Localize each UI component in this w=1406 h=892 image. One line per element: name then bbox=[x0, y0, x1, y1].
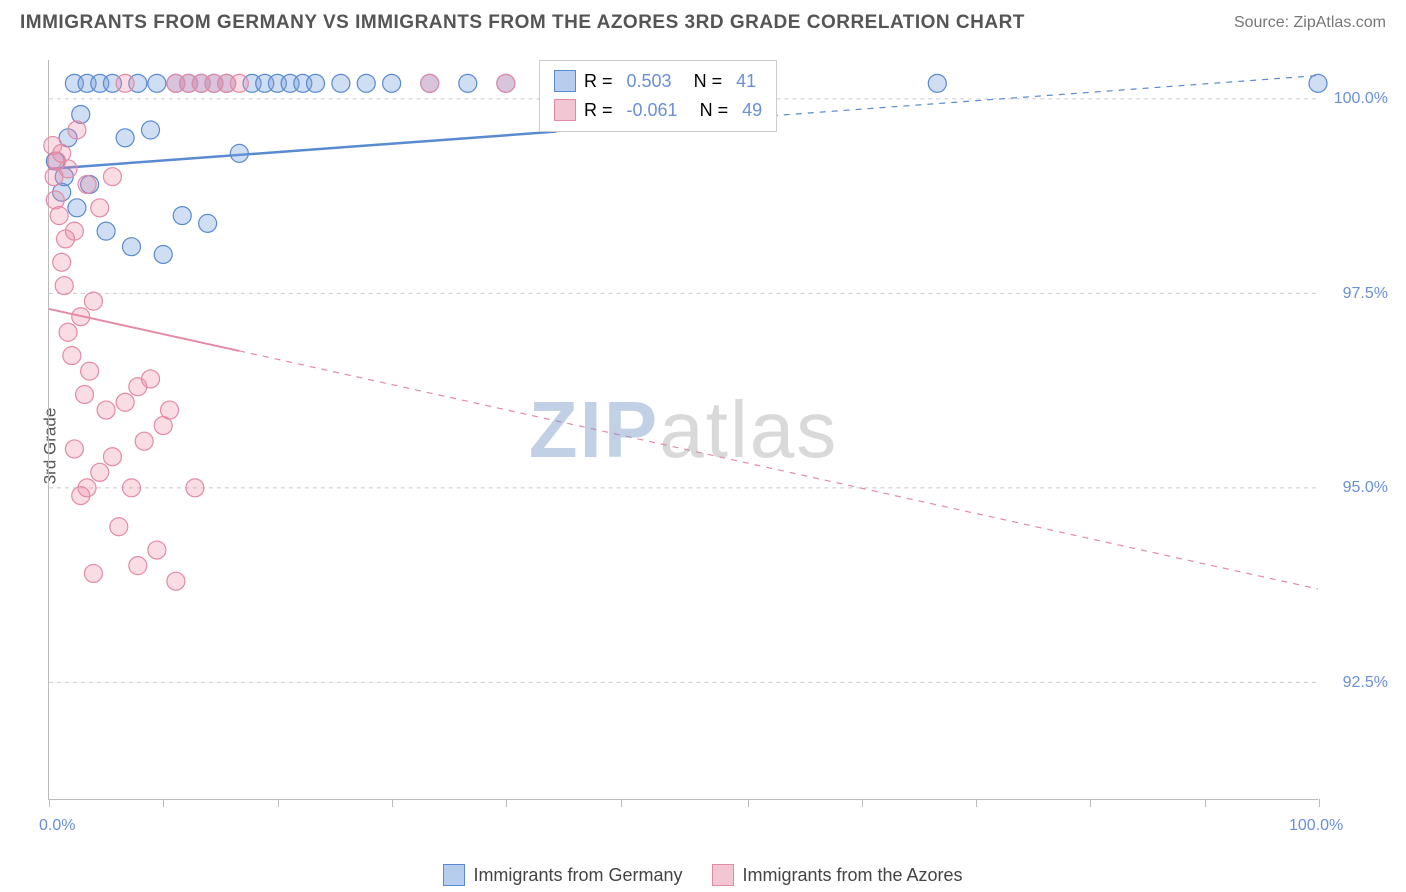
r-label: R = bbox=[584, 96, 613, 125]
x-tick bbox=[748, 799, 749, 807]
x-tick bbox=[49, 799, 50, 807]
scatter-svg bbox=[49, 60, 1318, 799]
swatch-germany-icon bbox=[443, 864, 465, 886]
x-tick bbox=[163, 799, 164, 807]
x-tick-label: 0.0% bbox=[39, 817, 75, 835]
x-tick bbox=[1205, 799, 1206, 807]
x-tick bbox=[506, 799, 507, 807]
r-value-germany: 0.503 bbox=[627, 67, 672, 96]
y-tick-label: 95.0% bbox=[1328, 479, 1388, 497]
y-tick-label: 92.5% bbox=[1328, 674, 1388, 692]
n-label: N = bbox=[700, 96, 729, 125]
x-tick bbox=[976, 799, 977, 807]
legend-item-azores: Immigrants from the Azores bbox=[712, 864, 962, 886]
swatch-azores bbox=[554, 99, 576, 121]
legend-label-germany: Immigrants from Germany bbox=[473, 865, 682, 886]
y-tick-label: 97.5% bbox=[1328, 285, 1388, 303]
header: IMMIGRANTS FROM GERMANY VS IMMIGRANTS FR… bbox=[0, 0, 1406, 42]
legend-label-azores: Immigrants from the Azores bbox=[742, 865, 962, 886]
legend-item-germany: Immigrants from Germany bbox=[443, 864, 682, 886]
x-tick bbox=[862, 799, 863, 807]
chart-plot-area: ZIPatlas R = 0.503 N = 41 R = -0.061 N =… bbox=[48, 60, 1318, 800]
x-tick bbox=[1090, 799, 1091, 807]
chart-title: IMMIGRANTS FROM GERMANY VS IMMIGRANTS FR… bbox=[20, 12, 1025, 34]
r-label: R = bbox=[584, 67, 613, 96]
n-value-azores: 49 bbox=[742, 96, 762, 125]
n-label: N = bbox=[694, 67, 723, 96]
bottom-legend: Immigrants from Germany Immigrants from … bbox=[0, 864, 1406, 886]
x-tick bbox=[621, 799, 622, 807]
legend-row-germany: R = 0.503 N = 41 bbox=[554, 67, 762, 96]
y-tick-label: 100.0% bbox=[1328, 90, 1388, 108]
n-value-germany: 41 bbox=[736, 67, 756, 96]
x-tick-label: 100.0% bbox=[1289, 817, 1343, 835]
x-tick bbox=[1319, 799, 1320, 807]
legend-row-azores: R = -0.061 N = 49 bbox=[554, 96, 762, 125]
r-value-azores: -0.061 bbox=[627, 96, 678, 125]
x-tick bbox=[392, 799, 393, 807]
swatch-germany bbox=[554, 70, 576, 92]
x-tick bbox=[278, 799, 279, 807]
stats-legend: R = 0.503 N = 41 R = -0.061 N = 49 bbox=[539, 60, 777, 132]
swatch-azores-icon bbox=[712, 864, 734, 886]
source-label: Source: ZipAtlas.com bbox=[1234, 14, 1386, 32]
